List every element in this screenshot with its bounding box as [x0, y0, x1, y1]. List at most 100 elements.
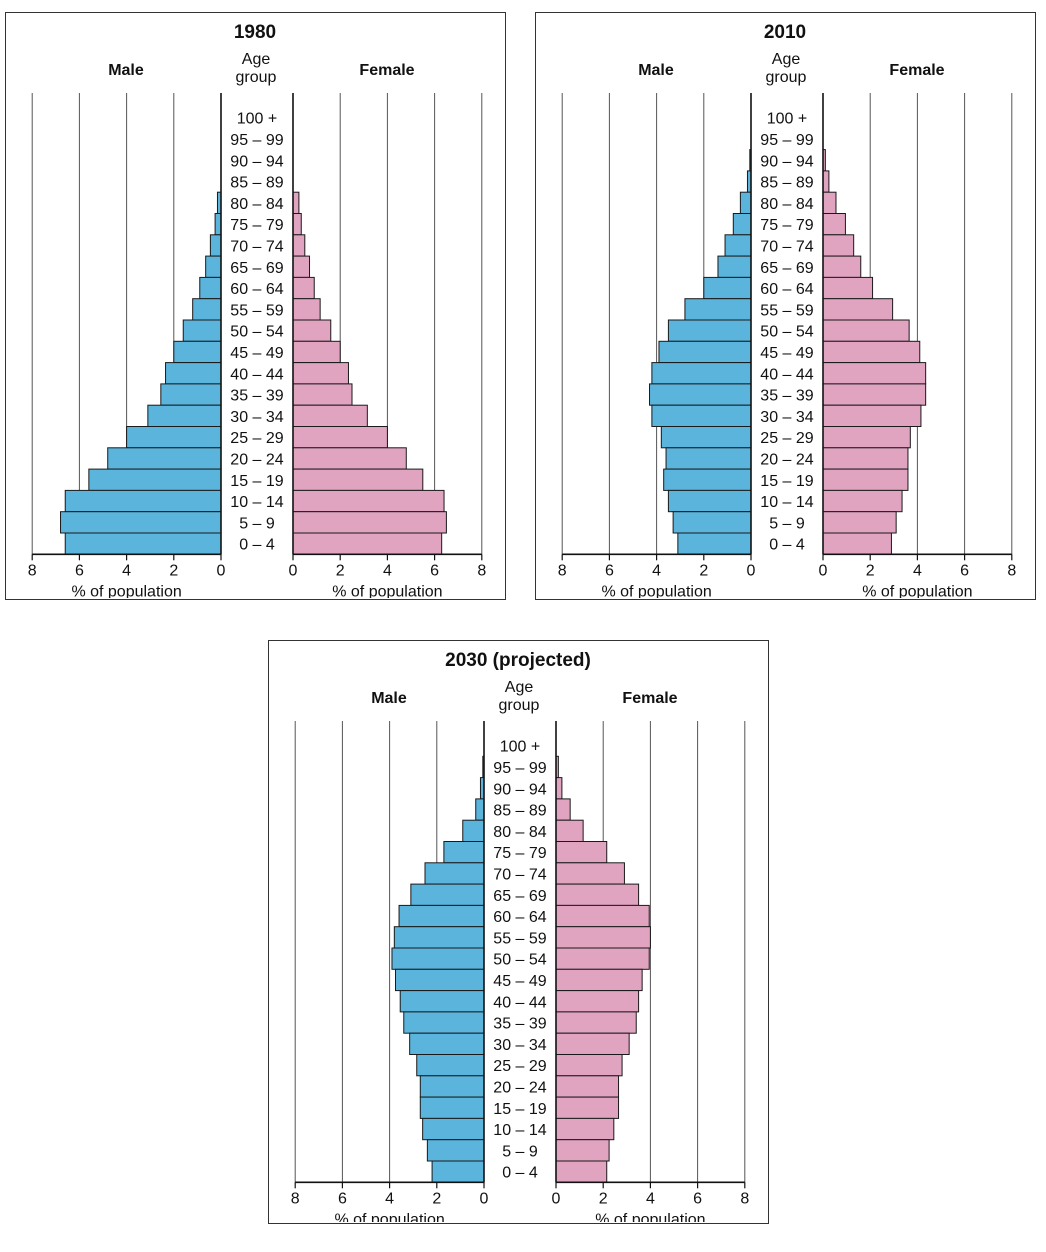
age-group-label: 20 – 24	[230, 451, 283, 468]
age-group-label: 75 – 79	[493, 845, 546, 862]
age-group-label: 20 – 24	[760, 451, 813, 468]
female-bar	[822, 234, 855, 257]
age-group-label: 90 – 94	[760, 153, 813, 170]
age-group-label: 15 – 19	[493, 1101, 546, 1118]
age-group-label: 0 – 4	[769, 537, 805, 554]
female-bar	[555, 904, 650, 928]
male-bar	[165, 362, 222, 385]
female-bar	[822, 404, 922, 428]
male-x-tick-label: 8	[28, 562, 37, 579]
female-bar	[555, 1032, 630, 1056]
male-bar	[107, 447, 222, 470]
age-group-label: 95 – 99	[493, 760, 546, 777]
male-bar	[651, 404, 752, 428]
male-bar	[422, 1117, 485, 1141]
male-x-tick-label: 0	[747, 562, 756, 579]
female-x-axis-label: % of population	[862, 583, 972, 598]
male-x-tick-label: 4	[385, 1190, 394, 1207]
age-group-label: 10 – 14	[230, 494, 283, 511]
age-group-label: 90 – 94	[493, 781, 546, 798]
male-bar	[649, 383, 752, 406]
female-x-axis-label: % of population	[595, 1211, 705, 1222]
female-x-tick-label: 0	[552, 1190, 561, 1207]
female-bar	[822, 255, 862, 278]
male-bar	[443, 841, 485, 864]
female-heading: Female	[889, 62, 944, 79]
male-bar	[147, 404, 222, 428]
age-group-heading-line1: Age	[772, 51, 801, 68]
age-group-label: 90 – 94	[230, 153, 283, 170]
age-group-label: 15 – 19	[760, 473, 813, 490]
age-group-label: 35 – 39	[493, 1016, 546, 1033]
age-group-label: 100 +	[767, 111, 807, 128]
female-bar	[555, 1054, 623, 1077]
age-group-label: 25 – 29	[230, 430, 283, 447]
male-bar	[462, 819, 485, 842]
female-bar	[822, 426, 911, 449]
male-x-tick-label: 0	[480, 1190, 489, 1207]
age-group-label: 60 – 64	[230, 281, 283, 298]
age-group-label: 65 – 69	[230, 260, 283, 277]
male-bar	[391, 947, 485, 970]
age-group-label: 80 – 84	[760, 196, 813, 213]
female-bar	[292, 489, 445, 513]
female-x-tick-label: 2	[336, 562, 345, 579]
male-bar	[703, 276, 752, 300]
female-x-tick-label: 2	[599, 1190, 608, 1207]
male-x-tick-label: 6	[338, 1190, 347, 1207]
female-bar	[822, 489, 903, 513]
male-heading: Male	[108, 62, 144, 79]
male-heading: Male	[638, 62, 674, 79]
female-bar	[822, 191, 837, 214]
age-group-label: 0 – 4	[502, 1165, 538, 1182]
male-bar	[214, 213, 222, 236]
female-bar	[555, 883, 640, 906]
female-bar	[292, 404, 368, 428]
male-x-axis-label: % of population	[601, 583, 711, 598]
female-bar	[292, 319, 332, 342]
female-bar	[292, 340, 341, 364]
male-bar	[651, 362, 752, 385]
female-x-tick-label: 4	[646, 1190, 655, 1207]
age-group-label: 10 – 14	[760, 494, 813, 511]
male-bar	[426, 1139, 485, 1162]
female-bar	[555, 1139, 610, 1162]
female-bar	[555, 841, 608, 864]
age-group-label: 95 – 99	[230, 132, 283, 149]
age-group-heading-line2: group	[766, 69, 807, 86]
female-bar	[555, 777, 563, 800]
pyramid-panel-2030: 2030 (projected) Male Female Age group 100 + 9…	[268, 640, 769, 1228]
female-bar	[292, 447, 407, 470]
female-x-tick-label: 0	[289, 562, 298, 579]
male-heading: Male	[371, 690, 407, 707]
male-bar	[717, 255, 752, 278]
age-group-label: 85 – 89	[230, 175, 283, 192]
female-bar	[292, 532, 443, 555]
female-bar	[822, 468, 909, 491]
male-bar	[431, 1160, 485, 1183]
male-bar	[126, 426, 222, 449]
male-bar	[732, 213, 752, 236]
female-x-tick-label: 6	[430, 562, 439, 579]
male-bar	[672, 511, 752, 534]
male-x-tick-label: 0	[217, 562, 226, 579]
male-x-tick-label: 4	[652, 562, 661, 579]
chart-title: 1980	[234, 22, 276, 43]
female-bar	[292, 468, 424, 491]
male-bar	[398, 904, 485, 928]
female-x-tick-label: 2	[866, 562, 875, 579]
female-bar	[555, 1011, 637, 1034]
male-x-tick-label: 4	[122, 562, 131, 579]
age-group-label: 50 – 54	[493, 952, 546, 969]
male-bar	[395, 968, 485, 992]
age-group-heading-line1: Age	[505, 679, 534, 696]
age-group-heading-line1: Age	[242, 51, 271, 68]
male-bar	[60, 511, 222, 534]
female-bar	[822, 213, 846, 236]
male-x-tick-label: 8	[558, 562, 567, 579]
age-group-label: 30 – 34	[230, 409, 283, 426]
male-bar	[419, 1096, 485, 1119]
age-group-label: 45 – 49	[760, 345, 813, 362]
